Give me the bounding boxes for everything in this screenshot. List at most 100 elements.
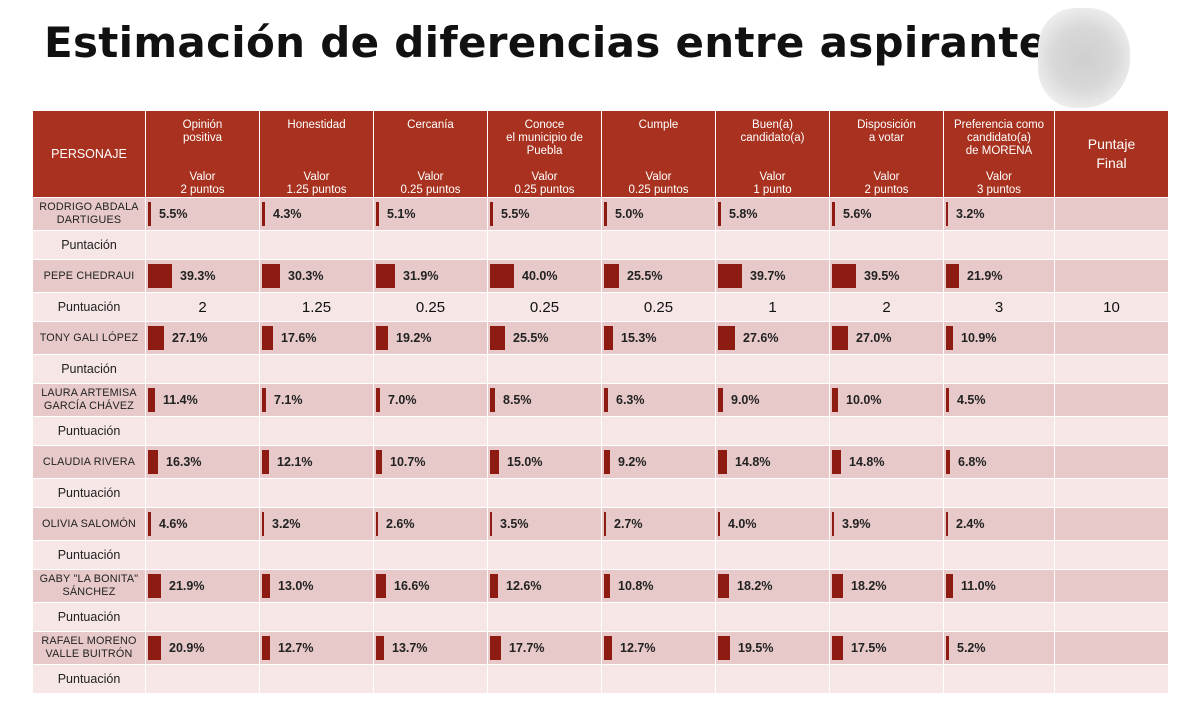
value-cell: 12.7% [601,631,716,665]
table-row: RODRIGO ABDALA DARTIGUES 5.5% 4.3% 5.1% 5.5% 5… [32,197,1169,231]
value-cell-inner: 8.5% [488,384,601,416]
header-cell: Disposición a votar Valor 2 puntos [830,111,943,197]
value-cell-inner: 11.0% [944,570,1054,602]
value-label: 14.8% [849,455,885,469]
score-value [601,416,716,446]
value-label: 2.6% [386,517,415,531]
value-cell: 30.3% [259,259,374,293]
header-valor: Valor 2 puntos [148,171,257,197]
table-row: GABY "LA BONITA" SÁNCHEZ 21.9% 13.0% 16.6% 12… [32,569,1169,603]
value-bar [262,574,270,598]
header-name: Disposición a votar [832,119,941,145]
value-cell-inner: 20.9% [146,632,259,664]
value-label: 11.4% [163,393,198,407]
value-cell-inner: 21.9% [944,260,1054,292]
score-value [373,664,488,694]
header-name-line: Disposición [857,119,916,131]
header-valor-line: 0.25 puntos [514,184,575,196]
candidate-name: RODRIGO ABDALA DARTIGUES [32,197,146,231]
score-label: Puntuación [32,540,146,570]
final-score-value [1054,354,1169,384]
value-cell-inner: 5.0% [602,198,715,230]
score-label: Puntuación [32,416,146,446]
value-cell: 17.5% [829,631,944,665]
value-cell: 4.0% [715,507,830,541]
score-value [715,230,830,260]
score-value [259,230,374,260]
value-bar [376,326,388,350]
header-name-line: Preferencia como [953,119,1045,131]
value-cell: 27.0% [829,321,944,355]
value-label: 13.7% [392,641,428,655]
score-row: Puntuación 2 1.25 0.25 0.25 0.25 1 2 3 10 [32,292,1169,322]
header-valor: Valor 1.25 puntos [262,171,371,197]
comparison-table: PERSONAJE Opinión positiva Valor 2 puntos Hon… [32,110,1169,694]
header-valor: Valor 1 punto [718,171,827,197]
score-value: 2 [829,292,944,322]
candidate-name-line: VALLE BUITRÓN [45,648,133,660]
header-column: Honestidad Valor 1.25 puntos [259,110,374,198]
value-cell: 14.8% [715,445,830,479]
score-label: Puntuación [32,664,146,694]
score-value [487,478,602,508]
score-row: Puntuación [32,540,1169,570]
value-cell-inner: 27.1% [146,322,259,354]
value-bar [718,636,730,660]
value-cell: 40.0% [487,259,602,293]
value-bar [376,264,395,288]
value-bar [490,636,501,660]
header-valor-line: Valor [759,171,786,183]
value-cell-inner: 6.3% [602,384,715,416]
score-label: Puntuación [32,292,146,322]
value-label: 7.0% [388,393,417,407]
header-valor-line: Valor [417,171,444,183]
value-bar [262,326,273,350]
value-label: 15.0% [507,455,543,469]
value-cell: 17.7% [487,631,602,665]
value-bar [832,512,834,536]
score-value [145,540,260,570]
value-bar [832,450,841,474]
score-value [373,354,488,384]
value-label: 5.5% [501,207,530,221]
score-value [373,230,488,260]
value-label: 20.9% [169,641,205,655]
value-cell: 6.8% [943,445,1055,479]
value-bar [262,264,280,288]
value-cell-inner: 27.0% [830,322,943,354]
value-cell-inner: 3.2% [260,508,373,540]
score-value: 1 [715,292,830,322]
final-score-cell [1054,569,1169,603]
value-cell: 3.2% [943,197,1055,231]
value-bar [490,450,499,474]
value-label: 27.6% [743,331,779,345]
final-score-value [1054,602,1169,632]
value-label: 39.3% [180,269,216,283]
value-cell-inner: 31.9% [374,260,487,292]
value-cell-inner: 3.2% [944,198,1054,230]
value-cell: 16.6% [373,569,488,603]
value-label: 13.0% [278,579,314,593]
header-column: Opinión positiva Valor 2 puntos [145,110,260,198]
score-value [829,540,944,570]
value-cell: 21.9% [145,569,260,603]
candidate-name-line: TONY GALI LÓPEZ [39,331,139,344]
value-bar [490,326,505,350]
score-value [943,540,1055,570]
value-cell: 8.5% [487,383,602,417]
value-cell: 39.3% [145,259,260,293]
candidate-name-line: RODRIGO ABDALA [39,201,139,213]
value-bar [376,512,378,536]
value-cell-inner: 14.8% [830,446,943,478]
value-cell-inner: 3.5% [488,508,601,540]
value-cell-inner: 15.0% [488,446,601,478]
header-name-line: positiva [183,132,222,144]
value-cell: 7.1% [259,383,374,417]
value-bar [832,202,835,226]
value-bar [832,388,838,412]
value-bar [376,388,380,412]
value-cell: 25.5% [487,321,602,355]
value-cell: 5.5% [145,197,260,231]
value-cell-inner: 2.6% [374,508,487,540]
value-cell: 9.2% [601,445,716,479]
